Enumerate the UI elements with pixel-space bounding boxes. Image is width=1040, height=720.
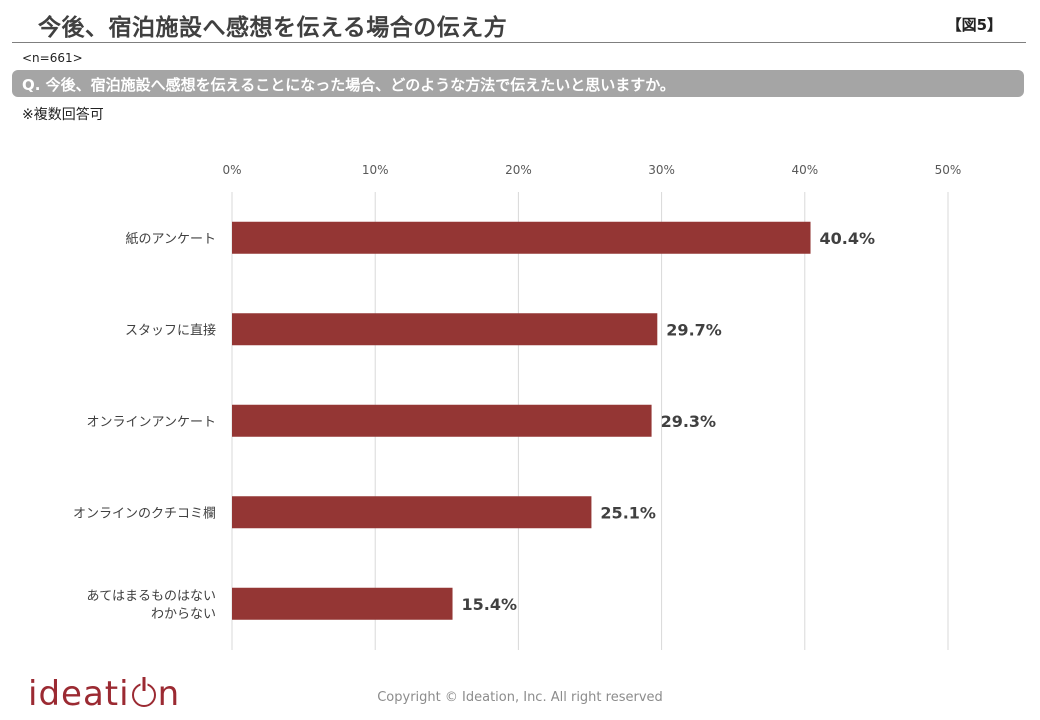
logo-text-end: n	[157, 674, 181, 714]
category-label: 紙のアンケート	[126, 232, 216, 247]
x-tick-label: 0%	[222, 163, 241, 177]
category-label: オンラインのクチコミ欄	[73, 505, 216, 521]
bar	[232, 313, 658, 346]
x-tick-label: 40%	[791, 163, 818, 177]
data-label: 25.1%	[600, 503, 656, 522]
logo-text-start: ideati	[28, 674, 130, 714]
bar	[232, 221, 811, 254]
bar	[232, 404, 652, 437]
category-label: あてはまるものはない	[87, 589, 216, 604]
copyright-text: Copyright © Ideation, Inc. All right res…	[377, 690, 663, 705]
x-tick-label: 10%	[362, 163, 389, 177]
question-banner: Q. 今後、宿泊施設へ感想を伝えることになった場合、どのような方法で伝えたいと思…	[12, 70, 1024, 97]
data-label: 29.3%	[661, 412, 717, 431]
category-label: スタッフに直接	[125, 322, 216, 338]
x-tick-label: 30%	[648, 163, 675, 177]
answer-note: ※複数回答可	[22, 107, 104, 123]
sample-size: <n=661>	[22, 51, 83, 65]
bar-chart: 0% 10% 20% 30% 40% 50% 40.4% 紙のアンケート 29.7% スタッフに直…	[73, 163, 962, 650]
bar	[232, 587, 453, 620]
figure-label: 【図5】	[946, 16, 1002, 34]
bar	[232, 496, 592, 529]
power-icon	[131, 683, 156, 707]
x-tick-label: 20%	[505, 163, 532, 177]
data-label: 40.4%	[820, 229, 876, 248]
category-label: オンラインアンケート	[87, 415, 216, 430]
page-title: 今後、宿泊施設へ感想を伝える場合の伝え方	[38, 15, 508, 41]
title-divider	[12, 42, 1026, 43]
ideation-logo: ideati n	[28, 674, 180, 714]
category-label: わからない	[151, 607, 216, 622]
x-tick-label: 50%	[935, 163, 962, 177]
data-label: 29.7%	[666, 320, 722, 339]
data-label: 15.4%	[462, 595, 518, 614]
question-text: Q. 今後、宿泊施設へ感想を伝えることになった場合、どのような方法で伝えたいと思…	[22, 76, 675, 94]
